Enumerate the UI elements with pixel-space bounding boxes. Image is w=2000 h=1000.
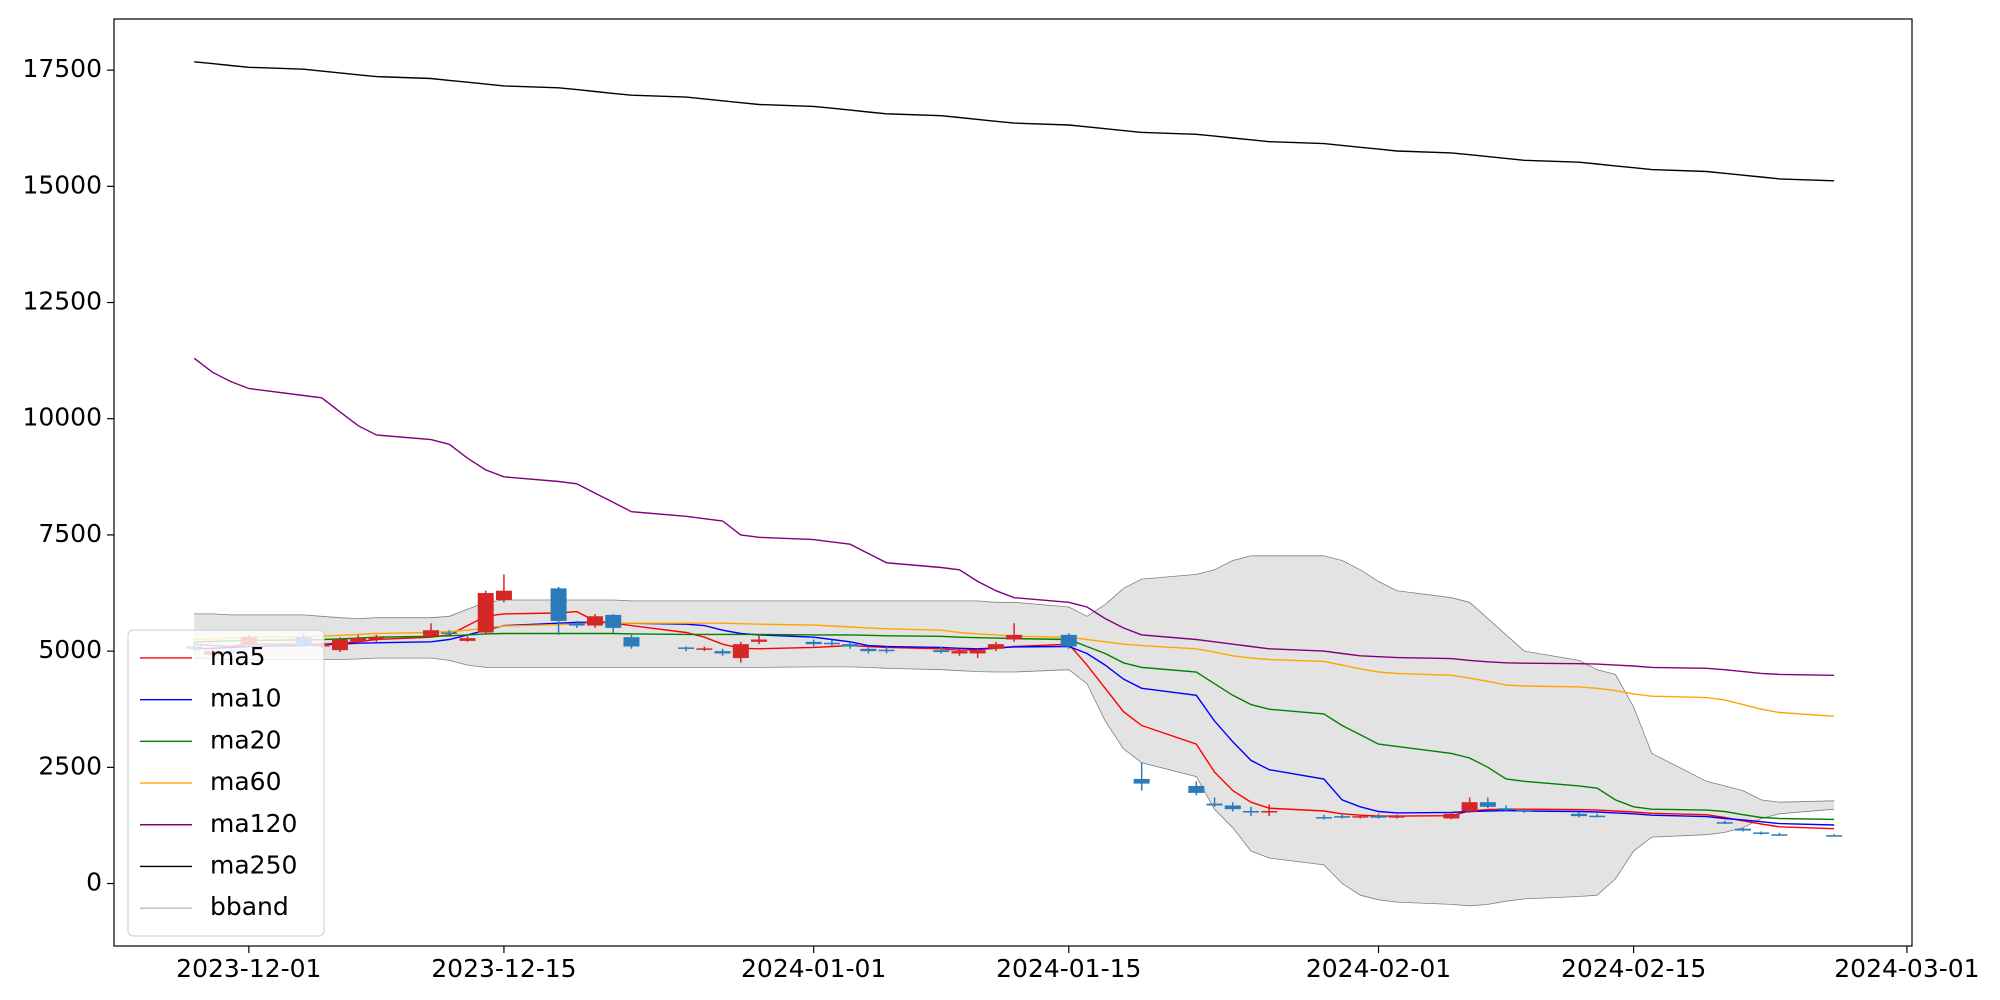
candle-body [1461,802,1478,812]
candle-body [423,630,440,636]
candle-body [969,650,986,654]
candle-body [1388,816,1405,818]
candle-body [477,593,494,633]
candle-body [1188,785,1205,793]
candle-body [1133,778,1150,784]
candle-body [805,641,822,645]
candle-body [1352,816,1369,818]
candle-body [1370,816,1387,818]
candle-body [751,639,768,642]
legend-label: ma5 [210,642,266,671]
candle-body [1006,634,1023,640]
candle-body [368,637,385,640]
ma-line [194,632,1835,821]
candle-body [678,647,695,649]
candle-body [587,616,604,626]
x-tick-label: 2024-01-01 [741,954,886,983]
candle-body [823,642,840,645]
bband-lower [194,657,1835,907]
legend-label: ma250 [210,850,297,879]
legend-label: ma20 [210,725,281,754]
candle-body [1734,828,1751,831]
candle-body [951,651,968,654]
y-tick-label: 0 [86,868,102,897]
candle-body [550,588,567,621]
ma-line [194,61,1835,182]
candle-body [568,623,585,626]
candle-body [878,649,895,652]
x-tick-label: 2024-01-15 [996,954,1141,983]
x-tick-label: 2023-12-15 [431,954,576,983]
candle-body [842,644,859,647]
candle-body [1224,805,1241,810]
candle-body [933,650,950,653]
legend-label: ma120 [210,809,297,838]
candle-body [1771,834,1788,836]
candle-body [1589,815,1606,818]
plot-area [186,61,1843,907]
candle-body [1570,813,1587,817]
candle-body [1498,808,1515,811]
candle-body [860,648,877,652]
legend-label: bband [210,892,289,921]
candle-body [350,638,367,642]
bband-fill [194,555,1835,906]
y-tick-label: 17500 [22,54,102,83]
x-tick-label: 2024-02-01 [1306,954,1451,983]
y-tick-label: 7500 [38,519,102,548]
candle-body [1060,634,1077,647]
candle-body [459,638,476,641]
candle-body [1315,817,1332,819]
candle-body [495,590,512,601]
candle-body [1206,803,1223,806]
bband-upper [194,555,1835,803]
candle-body [1443,813,1460,819]
y-tick-label: 5000 [38,635,102,664]
candle-body [1261,811,1278,813]
candle-body [987,644,1004,649]
candle-body [441,632,458,635]
candle-body [623,637,640,647]
y-tick-label: 10000 [22,403,102,432]
plot-frame [113,18,1913,947]
x-tick-label: 2024-02-15 [1561,954,1706,983]
ma-line [193,357,1835,676]
candle-body [1334,816,1351,818]
candle-body [1516,810,1533,812]
candle-body [605,614,622,628]
candle-body [1826,835,1843,837]
legend-label: ma10 [210,684,281,713]
legend-box [127,629,325,937]
candle-body [1479,802,1496,807]
legend-label: ma60 [210,767,281,796]
candle-body [1716,822,1733,824]
y-tick-label: 15000 [22,170,102,199]
y-tick-label: 2500 [38,751,102,780]
candle-body [732,644,749,659]
x-tick-label: 2023-12-01 [176,954,321,983]
y-tick-label: 12500 [22,287,102,316]
ma-line [194,622,1835,717]
candle-body [696,648,713,650]
candle-body [331,639,348,651]
candle-body [1753,832,1770,834]
candle-body [714,651,731,654]
candle-body [1242,811,1259,813]
x-tick-label: 2024-03-01 [1834,954,1979,983]
